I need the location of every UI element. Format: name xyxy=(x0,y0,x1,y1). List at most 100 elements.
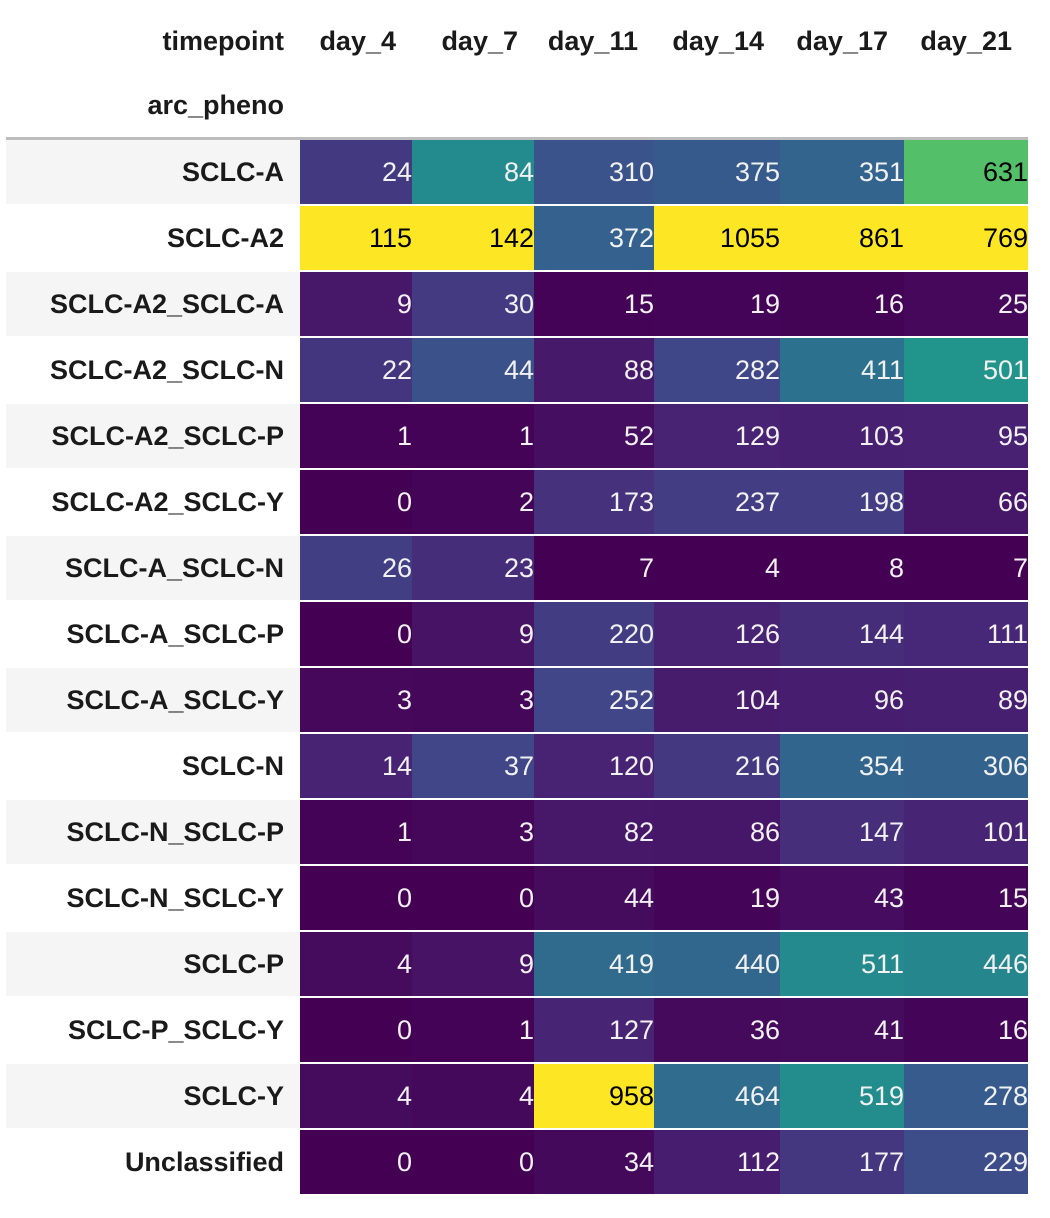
heatmap-cell: 464 xyxy=(654,1064,780,1130)
row-label: Unclassified xyxy=(6,1130,300,1196)
row-label: SCLC-Y xyxy=(6,1064,300,1130)
heatmap-cell: 229 xyxy=(904,1130,1028,1196)
heatmap-cell: 8 xyxy=(780,536,904,602)
column-axis-title: timepoint xyxy=(162,25,285,56)
row-label: SCLC-N xyxy=(6,734,300,800)
heatmap-cell: 112 xyxy=(654,1130,780,1196)
heatmap-cell: 411 xyxy=(780,338,904,404)
heatmap-cell: 0 xyxy=(412,1130,534,1196)
table-row: SCLC-N 14 37 120 216 354 306 xyxy=(6,734,1028,800)
row-label: SCLC-A_SCLC-N xyxy=(6,536,300,602)
heatmap-cell: 7 xyxy=(904,536,1028,602)
heatmap-cell: 127 xyxy=(534,998,654,1064)
heatmap-cell: 631 xyxy=(904,140,1028,206)
column-header: day_17 xyxy=(796,25,888,56)
heatmap-cell: 86 xyxy=(654,800,780,866)
heatmap-cell: 3 xyxy=(412,800,534,866)
heatmap-cell: 4 xyxy=(412,1064,534,1130)
heatmap-cell: 30 xyxy=(412,272,534,338)
heatmap-cell: 0 xyxy=(300,866,412,932)
heatmap-cell: 3 xyxy=(412,668,534,734)
heatmap-cell: 306 xyxy=(904,734,1028,800)
row-label: SCLC-A2 xyxy=(6,206,300,272)
row-label: SCLC-A_SCLC-P xyxy=(6,602,300,668)
header-spacer xyxy=(534,74,654,140)
heatmap-cell: 1 xyxy=(412,404,534,470)
row-label: SCLC-A2_SCLC-N xyxy=(6,338,300,404)
heatmap-cell: 0 xyxy=(300,602,412,668)
table-row: SCLC-N_SCLC-Y 0 0 44 19 43 15 xyxy=(6,866,1028,932)
heatmap-cell: 37 xyxy=(412,734,534,800)
column-header: day_4 xyxy=(319,25,396,56)
table-row: SCLC-P 4 9 419 440 511 446 xyxy=(6,932,1028,998)
heatmap-cell: 103 xyxy=(780,404,904,470)
column-header: day_11 xyxy=(547,25,638,56)
heatmap-cell: 9 xyxy=(412,932,534,998)
heatmap-cell: 440 xyxy=(654,932,780,998)
heatmap-cell: 19 xyxy=(654,866,780,932)
heatmap-cell: 34 xyxy=(534,1130,654,1196)
table-row: Unclassified 0 0 34 112 177 229 xyxy=(6,1130,1028,1196)
row-label: SCLC-N_SCLC-P xyxy=(6,800,300,866)
heatmap-cell: 9 xyxy=(300,272,412,338)
heatmap-cell: 129 xyxy=(654,404,780,470)
heatmap-cell: 41 xyxy=(780,998,904,1064)
header-spacer xyxy=(412,74,534,140)
header-spacer xyxy=(654,74,780,140)
heatmap-cell: 126 xyxy=(654,602,780,668)
heatmap-cell: 0 xyxy=(412,866,534,932)
heatmap-cell: 220 xyxy=(534,602,654,668)
heatmap-cell: 24 xyxy=(300,140,412,206)
heatmap-cell: 36 xyxy=(654,998,780,1064)
heatmap-cell: 198 xyxy=(780,470,904,536)
heatmap-cell: 147 xyxy=(780,800,904,866)
table-row: SCLC-P_SCLC-Y 0 1 127 36 41 16 xyxy=(6,998,1028,1064)
heatmap-cell: 15 xyxy=(904,866,1028,932)
table-row: SCLC-A2_SCLC-P 1 1 52 129 103 95 xyxy=(6,404,1028,470)
heatmap-cell: 419 xyxy=(534,932,654,998)
heatmap-cell: 23 xyxy=(412,536,534,602)
header-spacer xyxy=(904,74,1028,140)
heatmap-cell: 95 xyxy=(904,404,1028,470)
heatmap-cell: 2 xyxy=(412,470,534,536)
heatmap-cell: 861 xyxy=(780,206,904,272)
heatmap-cell: 14 xyxy=(300,734,412,800)
heatmap-cell: 88 xyxy=(534,338,654,404)
heatmap-cell: 26 xyxy=(300,536,412,602)
heatmap-cell: 354 xyxy=(780,734,904,800)
heatmap-cell: 958 xyxy=(534,1064,654,1130)
heatmap-cell: 501 xyxy=(904,338,1028,404)
heatmap-cell: 104 xyxy=(654,668,780,734)
heatmap-cell: 15 xyxy=(534,272,654,338)
column-header: day_21 xyxy=(920,25,1012,56)
row-label: SCLC-A2_SCLC-Y xyxy=(6,470,300,536)
table-row: SCLC-Y 4 4 958 464 519 278 xyxy=(6,1064,1028,1130)
row-axis-title-row: arc_pheno xyxy=(6,74,1028,140)
heatmap-cell: 16 xyxy=(780,272,904,338)
heatmap-body: SCLC-A 24 84 310 375 351 631 SCLC-A2 115 142 372 10… xyxy=(6,140,1028,1196)
row-label: SCLC-P_SCLC-Y xyxy=(6,998,300,1064)
table-row: SCLC-A_SCLC-N 26 23 7 4 8 7 xyxy=(6,536,1028,602)
column-header: day_7 xyxy=(441,25,518,56)
heatmap-cell: 84 xyxy=(412,140,534,206)
heatmap-cell: 52 xyxy=(534,404,654,470)
heatmap-cell: 16 xyxy=(904,998,1028,1064)
heatmap-cell: 19 xyxy=(654,272,780,338)
column-header: day_14 xyxy=(672,25,764,56)
row-label: SCLC-A xyxy=(6,140,300,206)
heatmap-cell: 44 xyxy=(412,338,534,404)
heatmap-cell: 1 xyxy=(412,998,534,1064)
heatmap-cell: 0 xyxy=(300,1130,412,1196)
heatmap-cell: 66 xyxy=(904,470,1028,536)
heatmap-cell: 1055 xyxy=(654,206,780,272)
table-row: SCLC-A_SCLC-Y 3 3 252 104 96 89 xyxy=(6,668,1028,734)
row-label: SCLC-A_SCLC-Y xyxy=(6,668,300,734)
table-row: SCLC-A2_SCLC-N 22 44 88 282 411 501 xyxy=(6,338,1028,404)
heatmap-cell: 22 xyxy=(300,338,412,404)
heatmap-cell: 177 xyxy=(780,1130,904,1196)
column-header-row: timepoint day_4 day_7 day_11 day_14 day_17 da… xyxy=(6,8,1028,74)
table-row: SCLC-A2_SCLC-A 9 30 15 19 16 25 xyxy=(6,272,1028,338)
heatmap-cell: 43 xyxy=(780,866,904,932)
row-axis-title: arc_pheno xyxy=(6,74,300,140)
